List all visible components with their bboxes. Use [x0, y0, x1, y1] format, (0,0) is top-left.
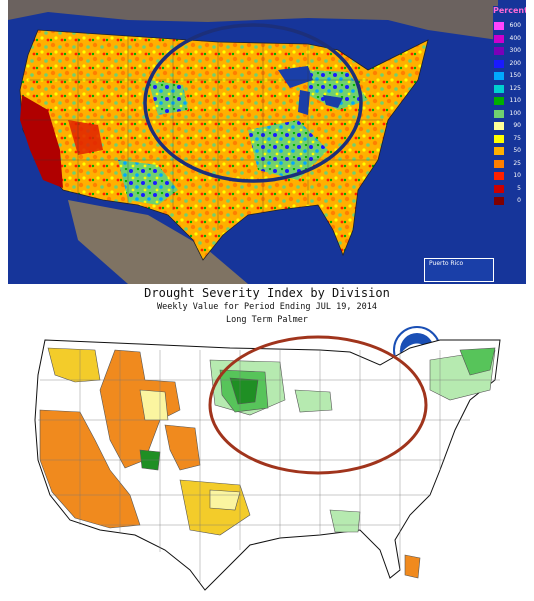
drought-moderate-northwest: [47, 347, 101, 383]
legend-swatch: [494, 122, 504, 130]
lake-superior: [278, 66, 313, 88]
precipitation-percent-map: Percent 600 400 300 200 150 125 110 100 90 75 50 25…: [8, 0, 526, 284]
highlight-ellipse-top: [143, 23, 363, 183]
legend-swatch: [494, 197, 504, 205]
legend-label: 600: [509, 22, 521, 29]
near-normal-dry-texas: [209, 489, 241, 511]
map-title: Drought Severity Index by Division: [144, 286, 390, 300]
drought-map-svg: [34, 335, 501, 591]
legend-label: 100: [509, 109, 521, 117]
canada-terrain: [8, 0, 498, 40]
dry-area-california: [20, 95, 63, 188]
mexico-terrain: [68, 200, 248, 284]
index-name: Long Term Palmer: [226, 315, 308, 325]
map-subtitle: Weekly Value for Period Ending JUL 19, 2…: [156, 302, 378, 312]
highlight-ellipse-bottom: [208, 335, 428, 475]
drought-title-block: Drought Severity Index by Division Weekl…: [0, 284, 534, 325]
moist-upper-midwest: [294, 389, 333, 413]
legend-swatch: [494, 59, 504, 68]
lake-huron: [323, 95, 343, 108]
puerto-rico-inset: Puerto Rico: [424, 258, 494, 282]
legend-swatch: [494, 34, 504, 43]
legend-swatch: [494, 184, 504, 193]
legend-swatch: [494, 159, 504, 168]
near-normal-dry-wyoming: [139, 389, 169, 421]
legend-swatch: [494, 147, 504, 155]
legend-swatch: [494, 22, 504, 30]
legend-label: 200: [509, 59, 521, 67]
wet-area-southwest: [118, 160, 178, 205]
legend-label: 300: [509, 47, 521, 54]
legend-label: 110: [509, 97, 521, 104]
legend-label: 90: [513, 122, 521, 129]
legend-label: 0: [517, 197, 521, 204]
legend-swatch: [494, 134, 504, 143]
legend-label: 75: [513, 134, 521, 142]
extremely-moist-south-dakota: [229, 377, 259, 405]
precip-map-svg: [8, 0, 526, 284]
drought-florida: [404, 554, 421, 579]
moist-gulf-coast: [329, 509, 361, 533]
legend-swatch: [494, 97, 504, 105]
legend-label: 150: [509, 72, 521, 79]
legend-label: 400: [509, 34, 521, 42]
legend-swatch: [494, 47, 504, 55]
dry-area-nevada: [68, 120, 103, 155]
legend-swatch: [494, 84, 504, 93]
legend-label: 25: [513, 159, 521, 167]
legend: Percent 600 400 300 200 150 125 110 100 90 75 50 25…: [493, 6, 526, 212]
legend-swatch: [494, 172, 504, 180]
legend-label: 125: [509, 84, 521, 92]
legend-title: Percent: [493, 6, 526, 15]
drought-severity-map: [0, 320, 534, 601]
legend-label: 50: [513, 147, 521, 154]
wet-area-rockies: [148, 80, 188, 115]
puerto-rico-label: Puerto Rico: [429, 260, 464, 267]
legend-swatch: [494, 109, 504, 118]
legend-label: 10: [513, 172, 521, 179]
climate-division-lines: [38, 350, 500, 582]
drought-extreme-colorado: [164, 424, 201, 471]
state-boundaries: [23, 36, 383, 230]
legend-swatch: [494, 72, 504, 80]
very-moist-maine: [459, 347, 496, 376]
lake-michigan: [298, 90, 310, 115]
legend-label: 5: [517, 184, 521, 192]
